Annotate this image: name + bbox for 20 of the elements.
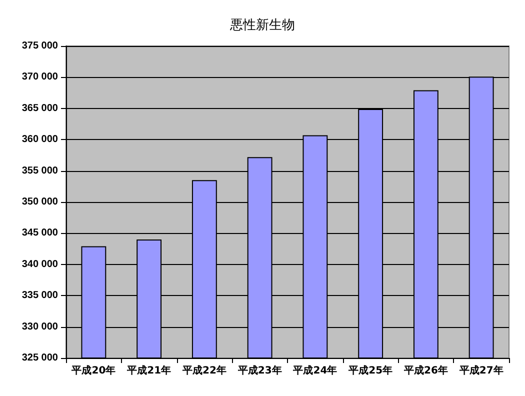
y-tick-label: 340 000: [22, 258, 58, 270]
x-tick-label: 平成26年: [402, 364, 448, 376]
x-tick-label: 平成27年: [458, 364, 504, 376]
y-tick-label: 370 000: [22, 72, 58, 83]
y-tick-label: 350 000: [22, 196, 58, 208]
y-tick-label: 375 000: [22, 40, 58, 52]
x-tick-label: 平成22年: [181, 364, 226, 376]
x-tick-label: 平成21年: [126, 364, 172, 376]
y-tick-label: 335 000: [22, 290, 58, 302]
y-tick-label: 365 000: [22, 102, 58, 114]
x-tick-label: 平成24年: [292, 364, 338, 376]
x-tick-label: 平成23年: [236, 364, 282, 376]
y-tick-label: 330 000: [22, 321, 58, 332]
x-tick-label: 平成25年: [348, 364, 393, 376]
y-tick-label: 355 000: [22, 165, 58, 176]
y-tick-label: 345 000: [22, 228, 58, 239]
chart-title: 悪性新生物: [229, 18, 295, 33]
y-tick-label: 325 000: [22, 352, 58, 364]
y-tick-label: 360 000: [22, 134, 58, 146]
x-tick-label: 平成20年: [70, 364, 116, 376]
